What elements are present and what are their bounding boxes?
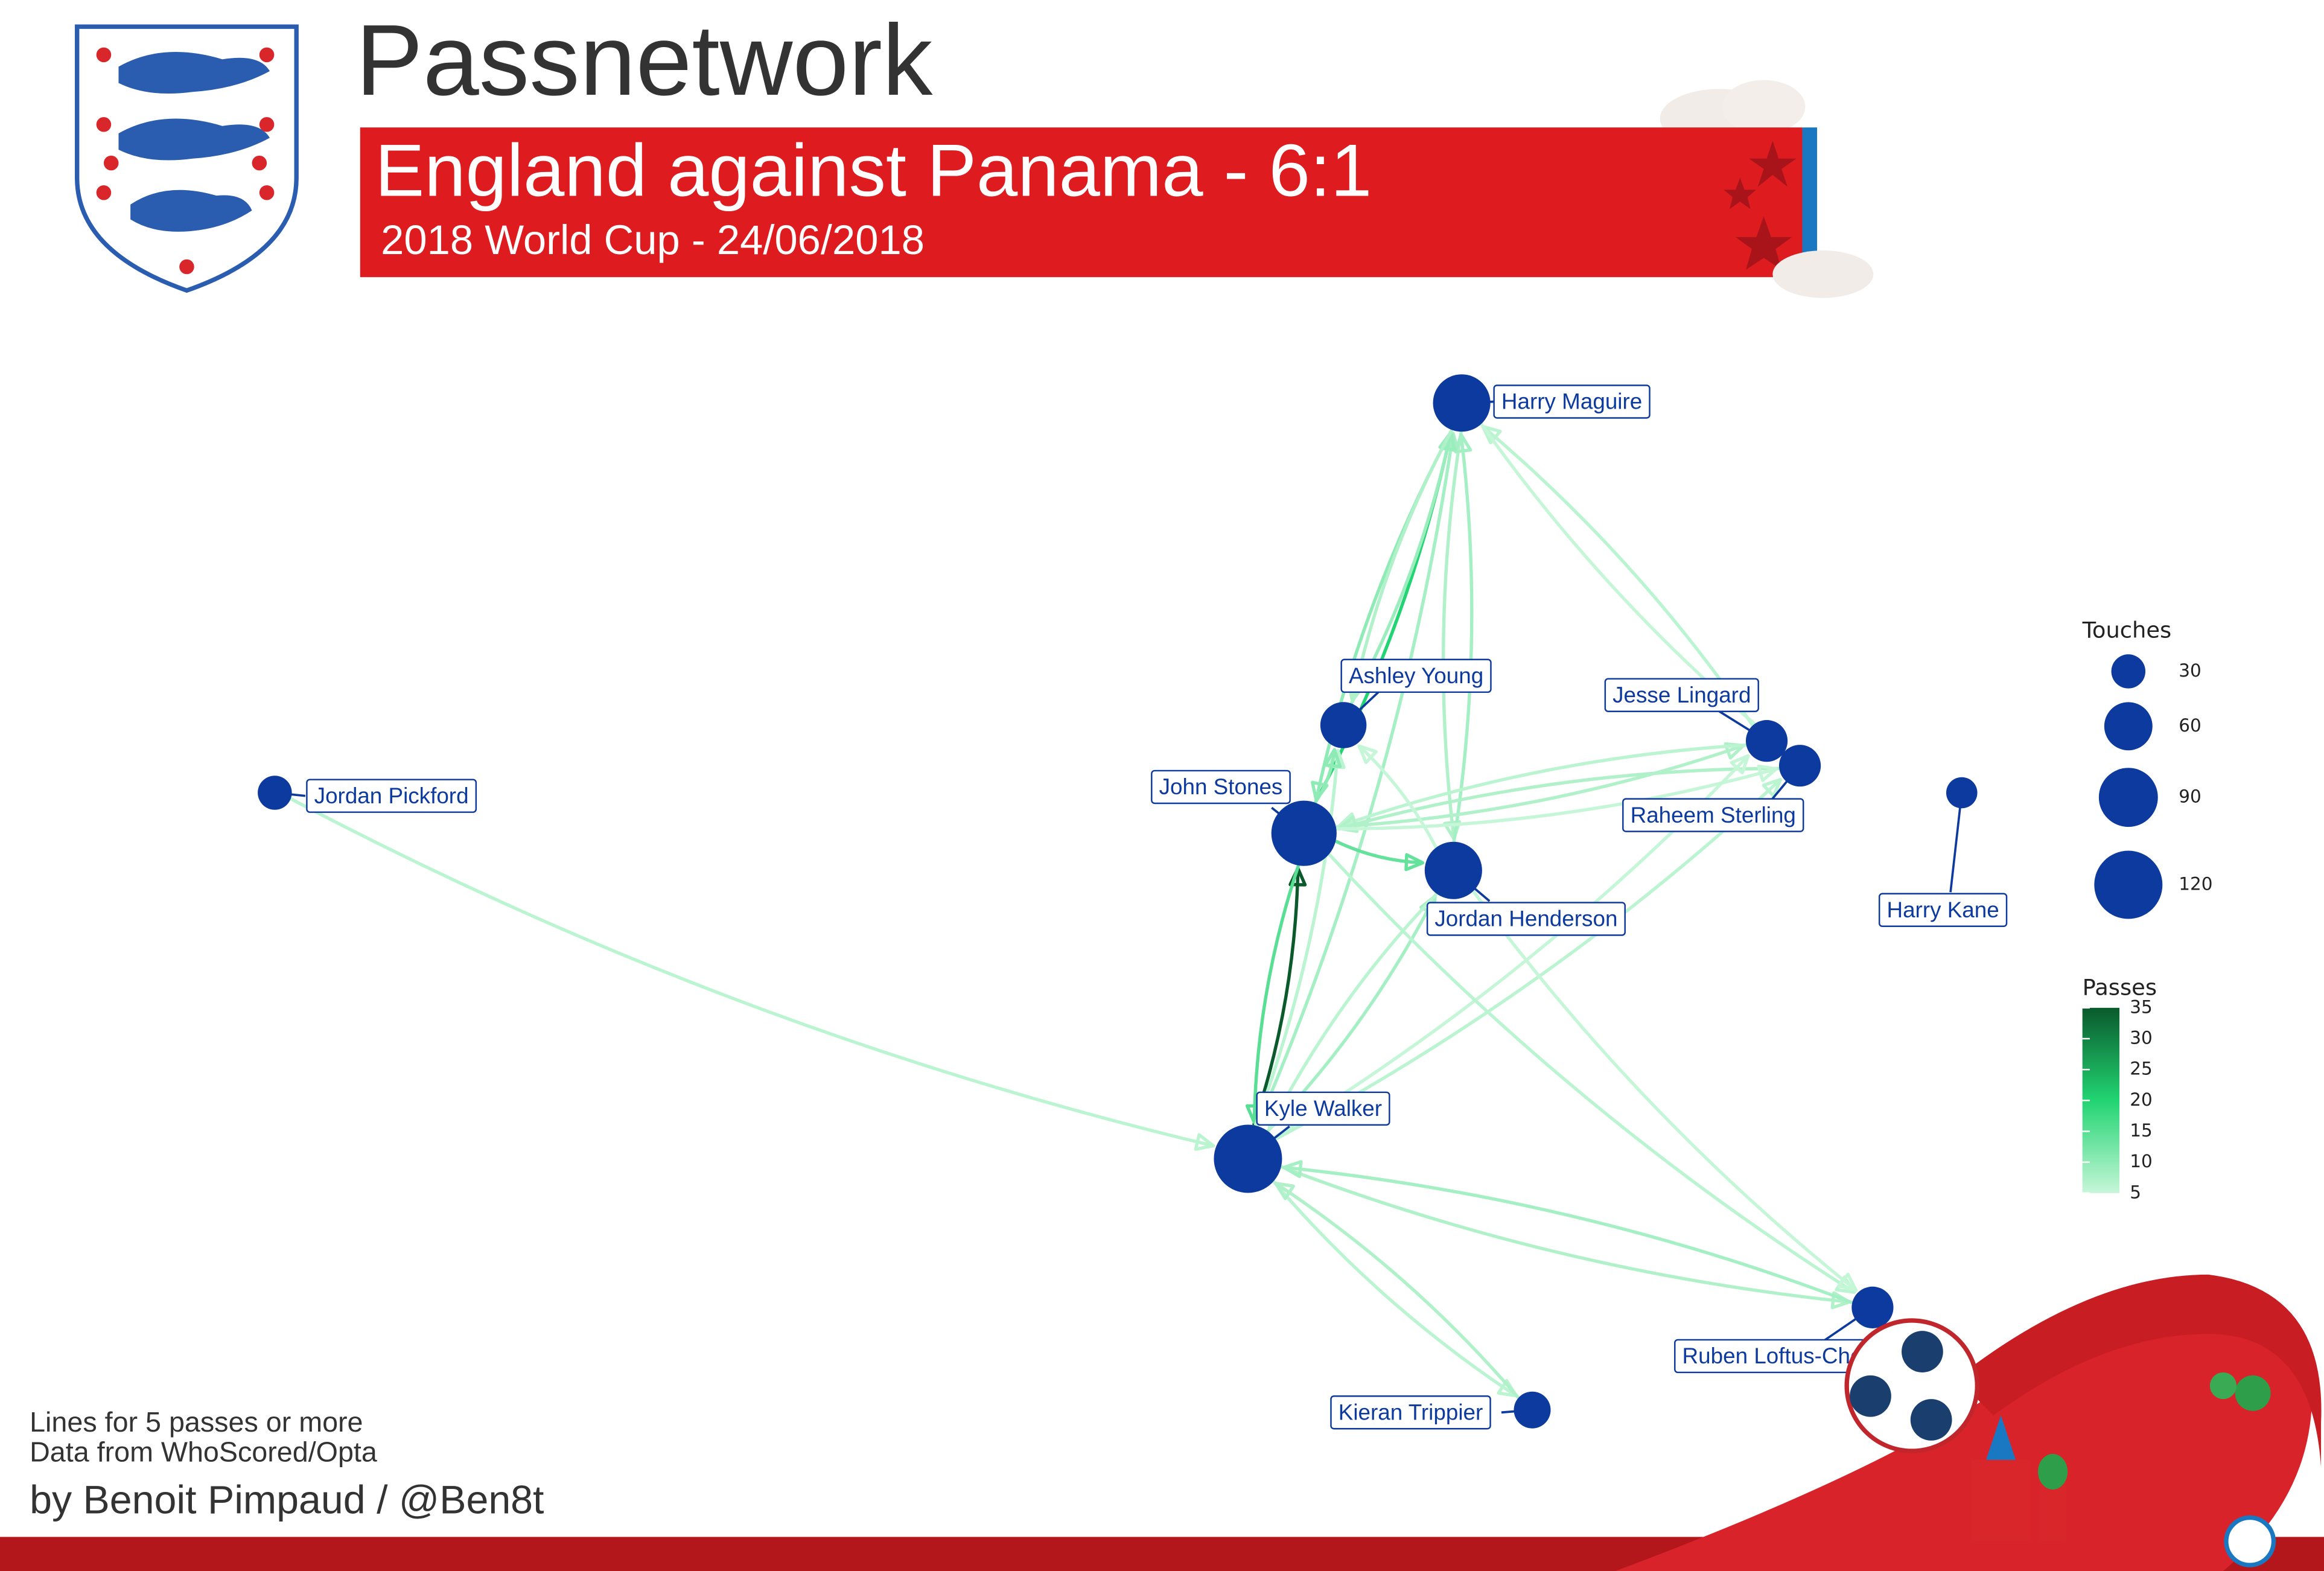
pass-edge xyxy=(1282,1160,1853,1304)
label-box xyxy=(1256,1091,1390,1126)
player-node xyxy=(1514,1391,1551,1429)
legend: Touches Passes 30 60 90 120 5 10 15 20 25 30 35 xyxy=(2082,617,2213,1203)
pass-edge xyxy=(1314,748,1342,804)
player-label: Jordan Pickford xyxy=(314,783,469,808)
label-connector xyxy=(1949,792,1963,893)
size-legend-label: 90 xyxy=(2179,786,2201,807)
size-legend-label: 120 xyxy=(2179,874,2212,894)
player-label: John Stones xyxy=(1159,774,1283,799)
player-node xyxy=(1424,841,1482,899)
pass-edge xyxy=(1314,431,1457,804)
size-legend-key xyxy=(2098,768,2158,827)
player-node xyxy=(1320,702,1367,748)
label-box xyxy=(1340,658,1492,693)
pass-edge xyxy=(1336,764,1778,831)
player-label: Ashley Young xyxy=(1349,663,1483,688)
player-label: Jesse Lingard xyxy=(1612,683,1751,707)
player-node xyxy=(1745,720,1788,762)
player-label: Kieran Trippier xyxy=(1339,1400,1483,1424)
colorbar-label: 35 xyxy=(2130,996,2152,1017)
colorbar-label: 15 xyxy=(2130,1120,2152,1141)
event: 2018 World Cup - 24/06/2018 xyxy=(381,217,925,263)
player-label: Harry Kane xyxy=(1886,897,1999,922)
label-box xyxy=(1426,902,1626,936)
colorbar-label: 5 xyxy=(2130,1182,2141,1202)
colorbar-label: 25 xyxy=(2130,1059,2152,1079)
pass-edge xyxy=(1280,1165,1851,1310)
pass-edge xyxy=(1272,1180,1518,1398)
title: Passnetwork xyxy=(355,4,932,116)
label-box xyxy=(306,779,477,813)
pass-edge xyxy=(1441,431,1463,841)
pass-edge xyxy=(1274,1181,1520,1399)
credit: by Benoit Pimpaud / @Ben8t xyxy=(30,1478,544,1523)
player-label: Kyle Walker xyxy=(1264,1096,1382,1121)
size-legend-key xyxy=(2111,654,2146,689)
size-legend-label: 60 xyxy=(2179,715,2201,736)
label-box xyxy=(1493,384,1651,419)
note: Lines for 5 passes or more xyxy=(30,1406,363,1438)
player-node xyxy=(1433,374,1491,432)
player-node xyxy=(1214,1124,1282,1193)
banner xyxy=(360,80,1874,298)
label-box xyxy=(1878,893,2008,928)
subtitle: England against Panama - 6:1 xyxy=(375,130,1372,212)
pass-edge xyxy=(1472,890,1858,1292)
player-node xyxy=(1778,745,1821,787)
pass-edge xyxy=(1452,433,1474,843)
pass-edge xyxy=(1357,744,1438,849)
player-node xyxy=(1946,777,1978,809)
player-node xyxy=(1851,1286,1894,1328)
label-box xyxy=(1330,1395,1491,1430)
label-box xyxy=(1604,678,1759,712)
legend-title: Touches xyxy=(2082,617,2172,643)
player-label: Jordan Henderson xyxy=(1434,907,1617,931)
pass-edge xyxy=(1245,865,1300,1124)
pass-edge xyxy=(290,797,1215,1151)
pass-edge xyxy=(1335,840,1425,872)
size-legend-key xyxy=(2094,850,2163,919)
size-legend-key xyxy=(2104,702,2153,751)
colorbar-label: 10 xyxy=(2130,1151,2152,1171)
label-box xyxy=(1151,770,1291,805)
player-label: Raheem Sterling xyxy=(1631,803,1796,827)
player-node xyxy=(1271,800,1337,866)
size-legend-label: 30 xyxy=(2179,660,2201,681)
note: Data from WhoScored/Opta xyxy=(30,1436,377,1467)
player-node xyxy=(258,776,292,810)
edges xyxy=(290,422,1858,1399)
crest xyxy=(75,24,299,293)
colorbar-label: 30 xyxy=(2130,1028,2152,1048)
legend-title: Passes xyxy=(2083,974,2157,1000)
label-box xyxy=(1622,798,1804,832)
decoration xyxy=(0,1274,2324,1571)
player-label: Harry Maguire xyxy=(1501,389,1642,414)
nodes: Harry Maguire Ashley Young Jesse Lingard Ra… xyxy=(258,374,2008,1430)
colorbar-label: 20 xyxy=(2130,1089,2152,1110)
